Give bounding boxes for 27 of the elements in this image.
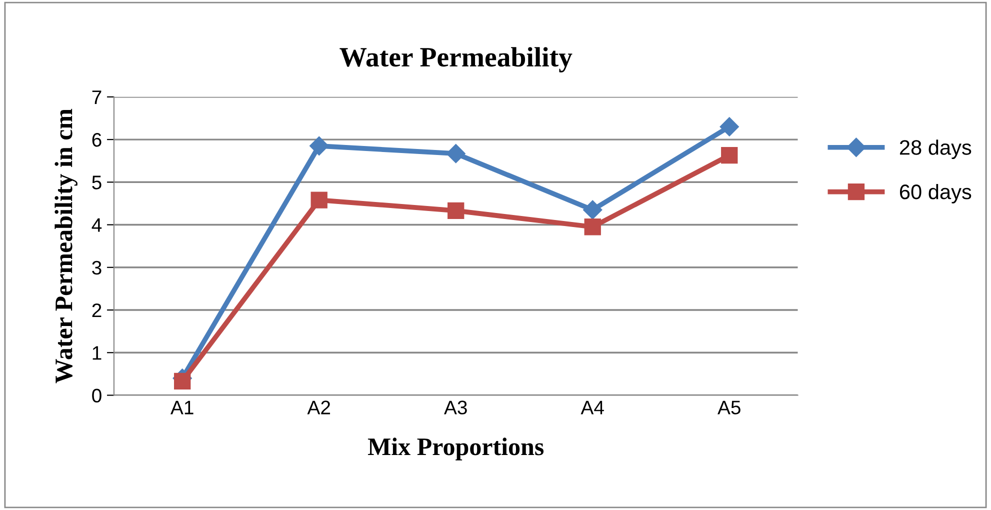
y-tick-label: 6 [92,132,102,147]
point [583,200,602,220]
y-tick-label: 0 [92,388,102,402]
point [721,146,738,164]
x-tick-label: A1 [170,400,194,414]
legend-label: 60 days [900,184,972,204]
point [174,372,191,390]
y-tick-label: 4 [92,218,102,232]
point [310,136,329,156]
point [310,192,328,208]
x-axis-title: Mix Proportions [368,438,544,460]
point [584,218,601,236]
y-tick-label: 1 [92,346,102,360]
x-tick-label: A2 [307,400,330,414]
y-tick-label: 7 [92,90,102,104]
legend-label: 28 days [900,140,972,159]
y-tick-label: 5 [92,176,102,190]
y-tick-label: 2 [92,303,102,318]
y-axis-title: Water Permeability in cm [54,108,78,384]
x-tick-label: A3 [444,400,467,414]
point [448,202,464,220]
y-tick-label: 3 [92,260,102,275]
x-tick-label: A4 [580,400,604,414]
chart-title: Water Permeability [340,47,572,72]
x-tick-label: A5 [718,400,740,414]
point [446,144,466,164]
point [720,117,739,136]
